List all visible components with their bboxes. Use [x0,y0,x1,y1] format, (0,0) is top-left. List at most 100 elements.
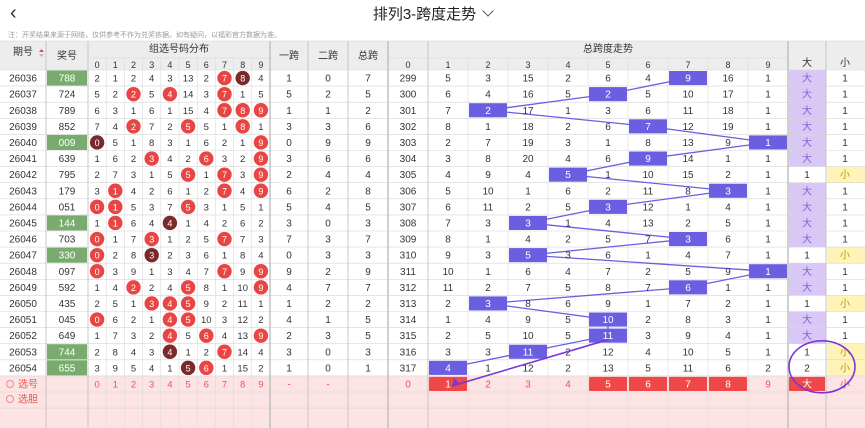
trend-omit-value: 4 [645,74,651,85]
select-trend-digit[interactable]: 0 [405,379,411,390]
trend-omit-value: 3 [485,218,491,229]
ball-number: 2 [131,90,136,100]
trend-omit-value: 4 [525,170,531,181]
omit-value: 4 [204,218,209,229]
trend-omit-value: 1 [765,74,771,85]
ball-number: 2 [131,122,136,132]
select-dist-digit[interactable]: 8 [240,379,245,390]
omit-value: 3 [149,347,154,358]
trend-omit-value: 12 [602,347,614,358]
ball-number: 7 [222,235,227,245]
back-arrow-icon[interactable]: ‹ [10,2,17,24]
omit-value: 1 [258,202,263,213]
select-trend-active[interactable] [629,376,667,391]
radio-icon[interactable] [6,379,14,388]
ball-number: 9 [258,283,263,293]
big-marker: 大 [802,233,812,246]
prize-cell: 009 [59,138,76,149]
trend-omit-value: 1 [765,283,771,294]
trend-hit-value: 1 [765,267,771,278]
select-dist-digit[interactable]: 9 [258,379,263,390]
select-trend-digit[interactable]: 2 [485,379,491,390]
trend-omit-value: 10 [482,186,494,197]
omit-value: 2 [113,90,118,101]
annotation-arrow [451,338,609,387]
trend-omit-value: 1 [765,202,771,213]
omit-value: 13 [183,74,194,85]
total-span-cell: 6 [365,154,371,165]
trend-hit-value: 2 [605,90,611,101]
omit-value: 2 [113,251,118,262]
trend-omit-value: 5 [445,186,451,197]
number-ball [89,247,105,263]
omit-value: 7 [94,122,99,133]
select-big-button[interactable] [789,376,825,391]
page-title-dropdown[interactable]: 排列3-跨度走势 [0,3,865,24]
trend-omit-value: 8 [645,138,651,149]
trend-omit-value: 1 [765,235,771,246]
select-trend-active[interactable] [709,376,747,391]
header-trend-digit: 1 [445,60,450,70]
trend-omit-value: 13 [642,218,654,229]
sort-down-icon[interactable] [39,54,44,57]
select-dist-digit[interactable]: 5 [185,379,190,390]
select-dist-digit[interactable]: 4 [167,379,172,390]
select-trend-digit[interactable]: 7 [685,379,691,390]
sort-up-icon[interactable] [39,49,44,52]
prize-cell: 655 [59,363,76,374]
trend-omit-value: 10 [642,170,654,181]
trend-omit-value: 12 [522,363,534,374]
trend-omit-value: 8 [445,122,451,133]
trend-omit-value: 2 [525,202,531,213]
number-ball [144,231,159,247]
select-trend-digit[interactable]: 6 [645,379,651,390]
trend-omit-value: 5 [565,202,571,213]
ball-number: 9 [258,154,263,164]
header-trend-digit: 9 [765,60,770,70]
small-marker: 小 [840,250,850,262]
trend-zero-cell: 316 [400,347,417,358]
select-dist-digit[interactable]: 3 [149,379,154,390]
header-span2: 二跨 [318,50,338,62]
select-dist-digit[interactable]: 0 [94,379,99,390]
ball-number: 8 [240,122,245,132]
trend-omit-value: 1 [605,170,611,181]
select-dist-digit[interactable]: 1 [113,379,118,390]
select-trend-digit[interactable]: 9 [765,379,771,390]
number-ball [162,312,178,327]
select-trend-active[interactable] [429,376,467,391]
select-big-label[interactable]: 大 [802,377,812,390]
select-dist-digit[interactable]: 6 [204,379,209,390]
ball-number: 3 [149,235,154,245]
trend-omit-value: 6 [645,106,651,117]
omit-value: 5 [204,122,209,133]
number-ball [217,264,232,279]
omit-value: 1 [94,154,99,165]
radio-icon[interactable] [6,395,14,403]
span1-cell: 9 [286,267,292,278]
number-ball [235,103,250,118]
select-trend-digit[interactable]: 1 [445,379,451,390]
trend-omit-value: 19 [722,122,734,133]
big-cell [789,231,826,248]
omit-value: 6 [240,218,245,229]
select-trend-active[interactable] [589,376,627,391]
trend-omit-value: 7 [605,267,611,278]
select-trend-digit[interactable]: 3 [525,379,531,390]
total-span-cell: 5 [365,90,371,101]
number-ball [253,264,269,279]
omit-value: 3 [167,267,172,278]
omit-value: 1 [149,315,154,326]
omit-value: 3 [131,170,136,181]
page-title: 排列3-跨度走势 [372,6,477,23]
period-cell: 26043 [9,186,37,197]
omit-value: 2 [94,74,99,85]
select-dist-digit[interactable]: 2 [131,379,136,390]
trend-omit-value: 2 [645,315,651,326]
number-ball [217,86,232,102]
select-trend-digit[interactable]: 4 [565,379,571,390]
select-trend-digit[interactable]: 5 [605,379,611,390]
select-trend-active[interactable] [669,376,707,391]
select-dist-digit[interactable]: 7 [222,379,227,390]
select-trend-digit[interactable]: 8 [725,379,731,390]
